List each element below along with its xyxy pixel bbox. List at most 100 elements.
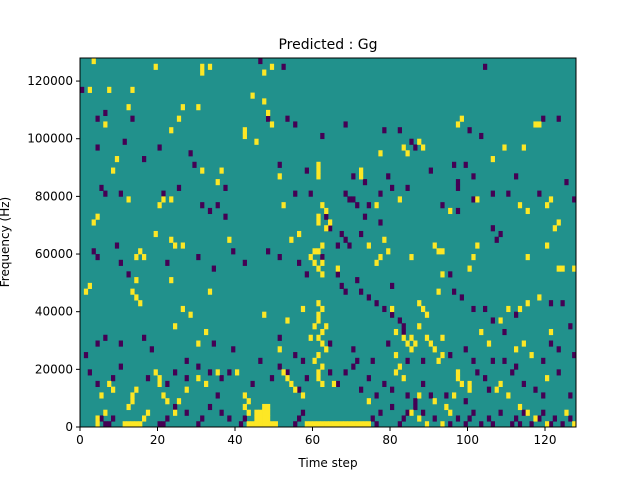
heatmap-cell-high (157, 375, 162, 382)
heatmap-cell-low (211, 265, 216, 272)
heatmap-cell-low (99, 184, 104, 191)
heatmap-cell-high (467, 386, 472, 393)
heatmap-cell-low (300, 357, 306, 364)
heatmap-cell-high (122, 421, 127, 428)
heatmap-cell-low (308, 190, 313, 197)
heatmap-cell-low (355, 357, 360, 364)
heatmap-cell-high (161, 196, 166, 203)
heatmap-cell-high (142, 254, 147, 261)
heatmap-cell-low (277, 363, 282, 370)
heatmap-cell-high (200, 69, 205, 76)
plot-frame (79, 57, 577, 428)
heatmap-cell-high (130, 392, 135, 399)
heatmap-cell-high (502, 144, 507, 151)
heatmap-cell-high (114, 156, 120, 163)
heatmap-cell-low (87, 369, 92, 376)
heatmap-cell-high (537, 294, 542, 301)
heatmap-cell-high (269, 421, 275, 428)
heatmap-cell-low (514, 173, 519, 180)
heatmap-cell-low (529, 421, 534, 428)
heatmap-cell-low (351, 173, 356, 180)
heatmap-cell-high (320, 328, 325, 336)
heatmap-cell-low (486, 415, 492, 422)
heatmap-cell-high (215, 369, 220, 376)
heatmap-cell-low (347, 196, 352, 203)
heatmap-cell-low (564, 179, 569, 186)
heatmap-cell-high (440, 421, 445, 428)
heatmap-cell-high (444, 403, 449, 411)
heatmap-cell-high (401, 334, 406, 341)
heatmap-cell-high (545, 242, 550, 249)
heatmap-cell-low (161, 190, 166, 197)
heatmap-cell-low (95, 340, 100, 347)
heatmap-cell-low (320, 132, 325, 140)
heatmap-cell-low (328, 225, 333, 232)
heatmap-cell-high (471, 254, 476, 261)
heatmap-cell-low (374, 392, 379, 399)
heatmap-cell-high (312, 421, 317, 428)
heatmap-cell-low (374, 421, 379, 428)
heatmap-cell-high (91, 58, 96, 65)
heatmap-cell-high (556, 265, 561, 272)
heatmap-cell-low (483, 375, 488, 382)
heatmap-cell-high (300, 305, 306, 313)
heatmap-cell-high (91, 219, 96, 226)
heatmap-cell-high (266, 109, 271, 117)
heatmap-cell-low (541, 392, 546, 399)
heatmap-cell-high (440, 248, 445, 255)
heatmap-cell-low (370, 357, 375, 364)
heatmap-cell-low (142, 334, 147, 341)
heatmap-cell-high (328, 421, 333, 428)
heatmap-cell-high (498, 380, 503, 387)
heatmap-cell-low (560, 300, 565, 307)
heatmap-cell-low (452, 288, 457, 295)
heatmap-cell-high (556, 219, 561, 226)
x-tick-label: 100 (456, 433, 479, 447)
heatmap-cell-low (347, 242, 352, 249)
heatmap-cell-high (514, 346, 519, 353)
heatmap-cell-low (176, 184, 182, 191)
heatmap-cell-high (169, 196, 174, 203)
heatmap-cell-high (176, 398, 182, 405)
heatmap-cell-high (308, 334, 313, 341)
heatmap-cell-high (366, 242, 371, 249)
heatmap-cell-low (293, 190, 298, 197)
heatmap-cell-high (572, 265, 577, 272)
heatmap-cell-low (366, 202, 371, 209)
heatmap-cell-low (490, 190, 495, 197)
heatmap-cell-high (467, 380, 472, 387)
heatmap-cell-high (320, 202, 325, 209)
heatmap-cell-high (390, 305, 395, 313)
heatmap-cell-low (490, 357, 495, 364)
heatmap-cell-low (122, 138, 127, 145)
heatmap-cell-low (568, 392, 573, 399)
heatmap-cell-high (548, 328, 554, 336)
heatmap-cell-low (266, 248, 271, 255)
heatmap-cell-low (95, 254, 100, 261)
heatmap-cell-low (490, 421, 495, 428)
heatmap-cell-high (161, 392, 166, 399)
heatmap-cell-low (560, 421, 565, 428)
heatmap-cell-low (238, 421, 244, 428)
heatmap-cell-high (366, 421, 371, 428)
heatmap-cell-low (351, 346, 356, 353)
heatmap-cell-high (262, 98, 267, 105)
heatmap-cell-low (328, 340, 333, 347)
heatmap-cell-high (126, 196, 131, 203)
heatmap-cell-high (126, 403, 131, 411)
x-axis-label: Time step (297, 456, 357, 470)
y-tick-label: 0 (65, 420, 73, 434)
heatmap-cell-low (521, 409, 526, 416)
heatmap-cell-high (111, 386, 116, 393)
y-tick-label: 40000 (35, 305, 73, 319)
heatmap-cell-low (196, 421, 201, 428)
heatmap-cell-high (134, 277, 139, 284)
heatmap-cell-high (316, 421, 321, 428)
heatmap-cell-low (498, 409, 503, 416)
heatmap-cell-low (215, 392, 220, 399)
heatmap-cell-high (134, 421, 139, 428)
heatmap-cell-low (386, 340, 391, 347)
heatmap-cell-high (204, 328, 209, 336)
heatmap-cell-low (343, 369, 348, 376)
